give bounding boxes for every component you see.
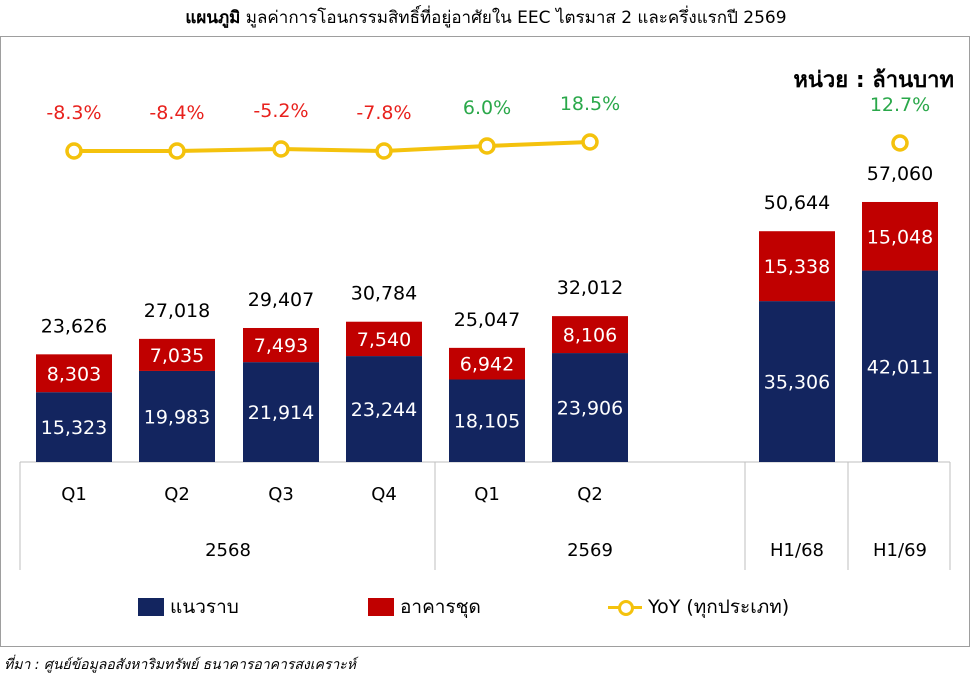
bar-land bbox=[552, 353, 628, 462]
category-tick-label: H1/68 bbox=[770, 540, 824, 561]
data-label-condo: 7,493 bbox=[254, 335, 308, 357]
data-label-total: 25,047 bbox=[454, 309, 520, 331]
data-label-condo: 7,540 bbox=[357, 329, 411, 351]
legend-swatch-condo bbox=[368, 598, 394, 616]
yoy-point bbox=[375, 142, 393, 160]
yoy-label: -5.2% bbox=[253, 100, 308, 122]
data-label-land: 21,914 bbox=[248, 402, 314, 424]
legend-label-condo: อาคารชุด bbox=[400, 596, 481, 618]
bar-condo bbox=[759, 231, 835, 302]
data-label-land: 35,306 bbox=[764, 372, 830, 394]
bar-land bbox=[346, 356, 422, 462]
chart-title: แผนภูมิ มูลค่าการโอนกรรมสิทธิ์ที่อยู่อาศ… bbox=[0, 6, 972, 30]
bar-condo bbox=[552, 316, 628, 354]
yoy-point bbox=[581, 133, 599, 151]
yoy-point bbox=[891, 134, 909, 152]
chart-frame bbox=[0, 36, 970, 647]
yoy-label: 6.0% bbox=[463, 97, 511, 119]
data-label-total: 57,060 bbox=[867, 163, 933, 185]
bar-condo bbox=[862, 201, 938, 271]
category-tick-label: H1/69 bbox=[873, 540, 927, 561]
bar-land bbox=[139, 370, 215, 462]
yoy-label: 18.5% bbox=[560, 93, 620, 115]
legend-item-land: แนวราบ bbox=[138, 594, 239, 620]
yoy-point bbox=[65, 142, 83, 160]
yoy-label: -8.4% bbox=[149, 102, 204, 124]
bar-condo bbox=[243, 327, 319, 363]
chart-title-bold: แผนภูมิ bbox=[185, 8, 241, 28]
group-label-2569: 2569 bbox=[567, 540, 613, 561]
category-tick-label: Q2 bbox=[164, 484, 190, 505]
bar-condo bbox=[449, 347, 525, 380]
data-label-land: 18,105 bbox=[454, 411, 520, 433]
data-label-land: 19,983 bbox=[144, 406, 210, 428]
bar-land bbox=[36, 392, 112, 462]
data-label-total: 27,018 bbox=[144, 300, 210, 322]
unit-label: หน่วย : ล้านบาท bbox=[793, 68, 954, 93]
legend-item-yoy: YoY (ทุกประเภท) bbox=[608, 594, 789, 620]
legend-marker-yoy bbox=[608, 598, 642, 616]
legend-item-condo: อาคารชุด bbox=[368, 594, 481, 620]
category-tick-label: Q4 bbox=[371, 484, 397, 505]
bar-land bbox=[862, 270, 938, 462]
legend-swatch-land bbox=[138, 598, 164, 616]
data-label-land: 42,011 bbox=[867, 356, 933, 378]
category-tick-label: Q1 bbox=[474, 484, 500, 505]
data-label-condo: 15,048 bbox=[867, 226, 933, 248]
yoy-point bbox=[168, 142, 186, 160]
bar-condo bbox=[139, 338, 215, 371]
bar-land bbox=[243, 362, 319, 462]
bar-condo bbox=[36, 354, 112, 393]
data-label-total: 29,407 bbox=[248, 289, 314, 311]
yoy-line bbox=[74, 140, 591, 154]
data-label-condo: 7,035 bbox=[150, 345, 204, 367]
bar-condo bbox=[346, 321, 422, 357]
data-label-condo: 8,303 bbox=[47, 363, 101, 385]
data-label-total: 30,784 bbox=[351, 283, 417, 305]
data-label-condo: 8,106 bbox=[563, 325, 617, 347]
yoy-label: 12.7% bbox=[870, 94, 930, 116]
data-label-total: 23,626 bbox=[41, 315, 107, 337]
chart-title-text: มูลค่าการโอนกรรมสิทธิ์ที่อยู่อาศัยใน EEC… bbox=[240, 8, 787, 28]
group-label-2568: 2568 bbox=[205, 540, 251, 561]
data-label-land: 15,323 bbox=[41, 417, 107, 439]
legend-label-land: แนวราบ bbox=[170, 596, 239, 618]
yoy-label: -8.3% bbox=[46, 102, 101, 124]
yoy-label: -7.8% bbox=[356, 102, 411, 124]
data-label-condo: 6,942 bbox=[460, 354, 514, 376]
category-tick-label: Q3 bbox=[268, 484, 294, 505]
data-label-land: 23,244 bbox=[351, 399, 417, 421]
category-tick-label: Q1 bbox=[61, 484, 87, 505]
yoy-point bbox=[272, 140, 290, 158]
bar-land bbox=[759, 301, 835, 462]
legend-label-yoy: YoY (ทุกประเภท) bbox=[648, 596, 790, 618]
source-note: ที่มา : ศูนย์ข้อมูลอสังหาริมทรัพย์ ธนาคา… bbox=[4, 657, 357, 673]
category-tick-label: Q2 bbox=[577, 484, 603, 505]
data-label-total: 32,012 bbox=[557, 277, 623, 299]
yoy-point bbox=[478, 137, 496, 155]
data-label-land: 23,906 bbox=[557, 398, 623, 420]
data-label-condo: 15,338 bbox=[764, 256, 830, 278]
bar-land bbox=[449, 379, 525, 462]
data-label-total: 50,644 bbox=[764, 192, 830, 214]
